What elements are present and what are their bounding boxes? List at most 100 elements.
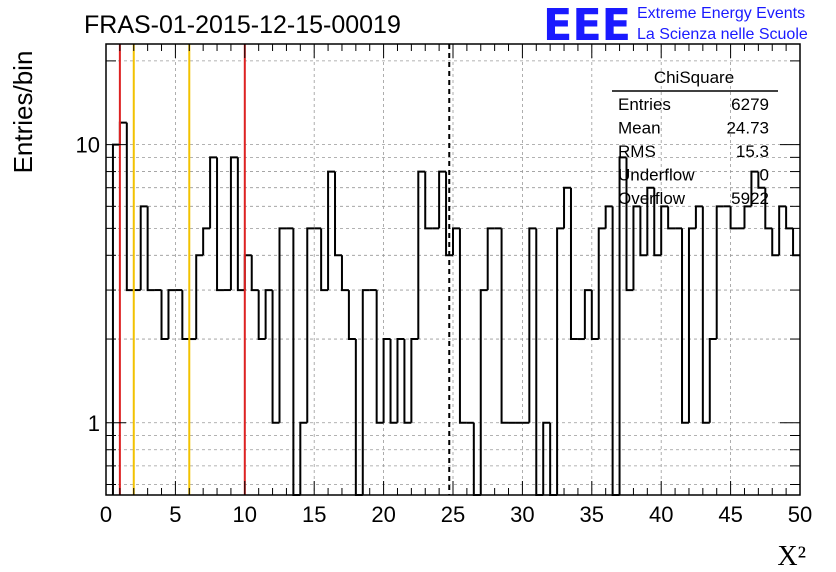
histogram-bin	[271, 290, 280, 424]
histogram-bin	[486, 227, 495, 291]
stats-row-label: Mean	[618, 119, 661, 138]
x-tick-label: 5	[169, 502, 181, 527]
histogram-bin	[229, 156, 238, 291]
histogram-bin	[500, 228, 509, 424]
histogram-bin	[590, 290, 599, 341]
histogram-bin	[382, 338, 391, 423]
histogram-bin	[743, 205, 752, 229]
histogram-bin	[111, 143, 120, 495]
histogram-bin	[757, 171, 766, 189]
histogram-bars	[111, 121, 800, 496]
histogram-bin	[632, 205, 641, 291]
y-tick-label: 10	[76, 133, 100, 158]
x-tick-label: 20	[371, 502, 395, 527]
histogram-bin	[334, 171, 342, 257]
histogram-bin	[681, 228, 689, 424]
histogram-bin	[347, 290, 356, 341]
histogram-bin	[118, 121, 127, 145]
histogram-bin	[264, 289, 273, 340]
x-tick-label: 15	[302, 502, 326, 527]
logo-line2: La Scienza nelle Scuole	[637, 26, 808, 43]
eee-logo: EEE Extreme Energy Events La Scienza nel…	[543, 0, 808, 51]
stats-row-value: 0	[760, 166, 769, 185]
logo-line1: Extreme Energy Events	[637, 5, 805, 22]
stats-row-label: Overflow	[618, 189, 686, 208]
histogram-bin	[216, 157, 224, 292]
histogram-bin	[667, 206, 676, 230]
histogram-bin	[452, 227, 460, 256]
histogram-bin	[146, 206, 155, 292]
axis-ticks	[105, 44, 801, 495]
stats-box-title: ChiSquare	[654, 68, 734, 87]
histogram-bin	[209, 156, 218, 229]
histogram-bin	[750, 170, 759, 207]
histogram-bin	[340, 255, 349, 292]
histogram-bin	[403, 339, 412, 424]
histogram-bin	[701, 206, 710, 424]
histogram-bin	[243, 254, 252, 291]
histogram-bin	[528, 227, 537, 423]
histogram-bin	[167, 289, 176, 340]
histogram-bin	[375, 290, 384, 424]
x-tick-label: 35	[580, 502, 604, 527]
stats-box: ChiSquare Entries 6279 Mean 24.73 RMS 15.3 Und…	[612, 68, 778, 208]
stats-row-label: Entries	[618, 95, 671, 114]
histogram-bin	[597, 227, 606, 340]
histogram-bin	[327, 170, 336, 291]
histogram-bin	[278, 227, 287, 423]
histogram-bin	[236, 157, 245, 292]
marker-lines	[118, 44, 451, 495]
grid	[106, 44, 800, 495]
histogram-bin	[354, 339, 363, 496]
x-tick-label: 30	[510, 502, 534, 527]
chart-title: FRAS-01-2015-12-15-00019	[84, 11, 401, 39]
histogram-bin	[569, 187, 578, 341]
histogram-bin	[729, 206, 738, 230]
histogram-bin	[542, 421, 551, 495]
histogram-bin	[660, 205, 669, 256]
histogram-bin	[611, 206, 620, 496]
histogram-bin	[653, 187, 662, 257]
histogram-bin	[764, 187, 773, 230]
histogram-bin	[458, 228, 467, 424]
x-tick-label: 25	[441, 502, 465, 527]
logo-letters: EEE	[543, 0, 631, 51]
histogram-bin	[646, 186, 655, 256]
histogram-bin	[417, 170, 426, 340]
histogram-bin	[715, 205, 724, 340]
stats-row-label: Underflow	[618, 166, 695, 185]
histogram-bin	[438, 170, 447, 229]
histogram-bin	[410, 338, 419, 423]
histogram-bin	[556, 227, 565, 495]
histogram-bin	[479, 289, 488, 495]
x-tick-label: 50	[788, 502, 812, 527]
histogram-bin	[160, 290, 169, 341]
histogram-bin	[778, 205, 787, 256]
histogram-bin	[202, 227, 211, 256]
histogram-bin	[785, 206, 794, 230]
histogram-bin	[771, 228, 780, 257]
histogram-bin	[257, 290, 266, 341]
histogram-bin	[389, 339, 398, 424]
histogram-bin	[639, 206, 648, 257]
histogram-bin	[792, 228, 800, 257]
histogram-bin	[445, 171, 453, 257]
histogram-bin	[535, 228, 544, 496]
stats-row-value: 24.73	[726, 119, 769, 138]
histogram-bin	[694, 205, 703, 229]
histogram-bin	[708, 338, 717, 423]
histogram-bin	[250, 255, 259, 292]
y-tick-label: 1	[88, 411, 100, 436]
histogram-bin	[604, 205, 613, 229]
y-axis-label: Entries/bin	[8, 51, 38, 174]
histogram-bin	[306, 227, 315, 423]
stats-row-value: 15.3	[736, 142, 769, 161]
stats-row-label: RMS	[618, 142, 656, 161]
histogram-bin	[687, 227, 696, 423]
histogram-bin	[125, 122, 134, 292]
histogram-bin	[618, 156, 627, 495]
x-tick-label: 45	[718, 502, 742, 527]
stats-row-value: 6279	[731, 95, 769, 114]
x-tick-label: 10	[233, 502, 257, 527]
